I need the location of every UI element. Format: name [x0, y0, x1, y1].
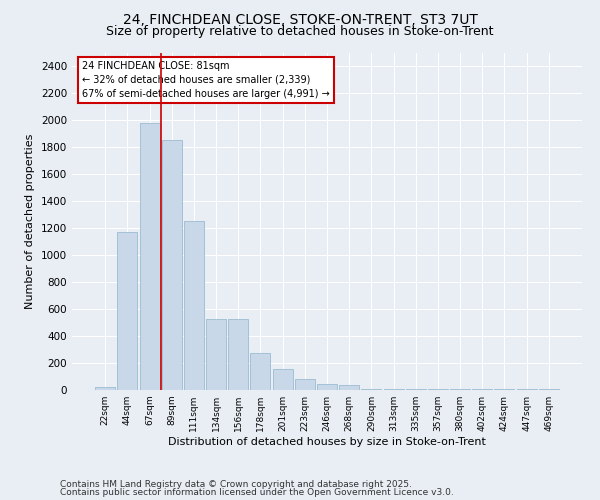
Bar	[272, 369, 293, 390]
Text: Contains public sector information licensed under the Open Government Licence v3: Contains public sector information licen…	[60, 488, 454, 497]
Bar	[206, 319, 226, 390]
Bar	[339, 386, 359, 390]
Bar	[295, 378, 315, 390]
X-axis label: Distribution of detached houses by size in Stoke-on-Trent: Distribution of detached houses by size …	[168, 437, 486, 447]
Bar	[228, 319, 248, 390]
Bar	[140, 124, 160, 390]
Bar	[118, 232, 137, 390]
Bar	[184, 221, 204, 390]
Text: Contains HM Land Registry data © Crown copyright and database right 2025.: Contains HM Land Registry data © Crown c…	[60, 480, 412, 489]
Text: Size of property relative to detached houses in Stoke-on-Trent: Size of property relative to detached ho…	[106, 25, 494, 38]
Bar	[317, 384, 337, 390]
Bar	[250, 353, 271, 390]
Y-axis label: Number of detached properties: Number of detached properties	[25, 134, 35, 309]
Text: 24, FINCHDEAN CLOSE, STOKE-ON-TRENT, ST3 7UT: 24, FINCHDEAN CLOSE, STOKE-ON-TRENT, ST3…	[122, 12, 478, 26]
Bar	[95, 386, 115, 390]
Text: 24 FINCHDEAN CLOSE: 81sqm
← 32% of detached houses are smaller (2,339)
67% of se: 24 FINCHDEAN CLOSE: 81sqm ← 32% of detac…	[82, 61, 330, 99]
Bar	[162, 140, 182, 390]
